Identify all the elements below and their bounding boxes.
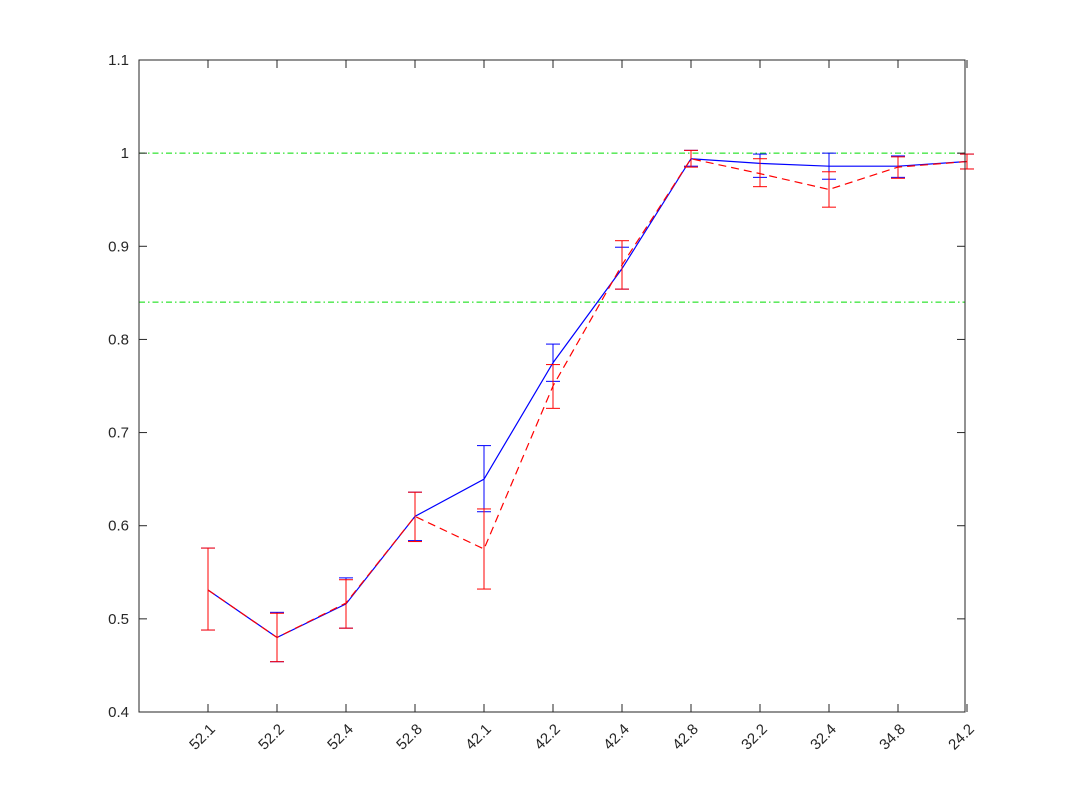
y-axis: 0.4 0.5 0.6 0.7 0.8 0.9 1 1.1 bbox=[108, 52, 965, 721]
y-tick-label: 0.5 bbox=[108, 611, 129, 628]
plot-background bbox=[139, 60, 965, 712]
y-tick-label: 0.8 bbox=[108, 331, 129, 348]
x-tick-label: 42.1 bbox=[462, 721, 495, 754]
x-tick-label: 34.8 bbox=[876, 721, 909, 754]
y-tick-label: 0.7 bbox=[108, 425, 129, 442]
series-line bbox=[207, 158, 968, 639]
x-tick-label: 52.1 bbox=[186, 721, 219, 754]
reference-lines bbox=[139, 152, 965, 303]
series-red-dashed bbox=[201, 149, 974, 663]
x-tick-label: 52.2 bbox=[255, 721, 288, 754]
x-tick-label: 42.8 bbox=[669, 721, 702, 754]
y-tick-label: 0.9 bbox=[108, 238, 129, 255]
x-tick-label: 24.2 bbox=[945, 721, 978, 754]
series-line bbox=[207, 158, 968, 639]
x-tick-label: 32.2 bbox=[738, 721, 771, 754]
plot-frame bbox=[138, 59, 966, 713]
x-tick-label: 32.4 bbox=[807, 721, 840, 754]
x-tick-label: 52.4 bbox=[324, 721, 357, 754]
x-tick-label: 52.8 bbox=[393, 721, 426, 754]
y-tick-label: 1 bbox=[121, 145, 129, 162]
x-tick-label: 42.2 bbox=[531, 721, 564, 754]
y-tick-label: 0.6 bbox=[108, 518, 129, 535]
x-tick-label: 42.4 bbox=[600, 721, 633, 754]
y-tick-label: 0.4 bbox=[108, 704, 129, 721]
series-layer bbox=[201, 149, 974, 663]
y-tick-label: 1.1 bbox=[108, 52, 129, 69]
